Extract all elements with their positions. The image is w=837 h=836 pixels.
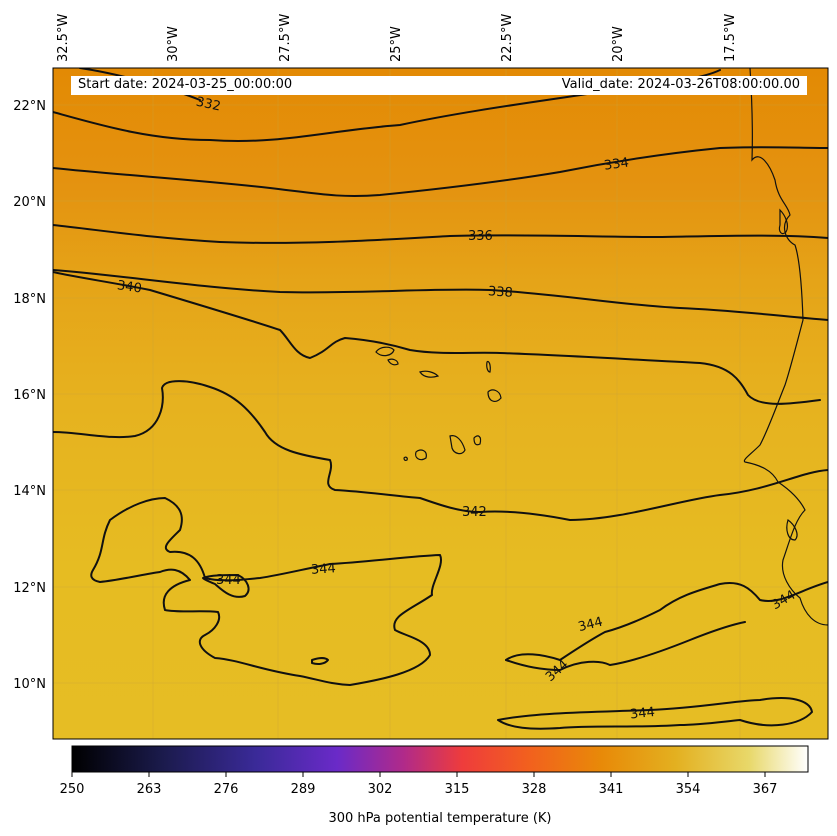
contour-334 xyxy=(53,146,828,197)
cape-verde-islands xyxy=(375,346,502,461)
colorbar-tick-label: 367 xyxy=(753,782,778,797)
lon-tick-label: 20°W xyxy=(611,26,626,62)
lon-tick-label: 25°W xyxy=(389,26,404,62)
contour-344-small xyxy=(311,657,329,665)
contour-label-344-c: 344 xyxy=(577,615,605,636)
contour-label-344-b: 344 xyxy=(311,561,337,578)
valid-date-label: Valid_date: 2024-03-26T08:00:00.00 xyxy=(561,77,800,92)
potential-temperature-field xyxy=(53,68,828,739)
lon-tick-label: 32.5°W xyxy=(56,14,71,62)
date-info-box: Start date: 2024-03-25_00:00:00 Valid_da… xyxy=(71,76,807,95)
coast-bijagos xyxy=(786,519,798,541)
colorbar-tick-label: 354 xyxy=(676,782,701,797)
start-date-label: Start date: 2024-03-25_00:00:00 xyxy=(78,77,293,92)
longitude-ticks: 32.5°W 30°W 27.5°W 25°W 22.5°W 20°W 17.5… xyxy=(56,14,738,62)
colorbar-tick-label: 289 xyxy=(291,782,316,797)
colorbar-tick-label: 302 xyxy=(368,782,393,797)
colorbar-tick-label: 315 xyxy=(445,782,470,797)
contour-336 xyxy=(53,224,828,244)
lon-tick-label: 27.5°W xyxy=(278,14,293,62)
colorbar-tick-label: 276 xyxy=(214,782,239,797)
lon-tick-label: 17.5°W xyxy=(723,14,738,62)
contour-label-344-e: 344 xyxy=(629,705,655,723)
contour-340 xyxy=(53,271,821,405)
colorbar-tick-marks xyxy=(71,772,766,777)
coast-inlet-north xyxy=(778,208,789,235)
lon-tick-label: 30°W xyxy=(166,26,181,62)
contour-344-southmid xyxy=(505,621,746,671)
contour-label-338: 338 xyxy=(487,284,513,301)
colorbar-tick-label: 250 xyxy=(60,782,85,797)
lat-tick-label: 12°N xyxy=(13,581,46,596)
contour-label-342: 342 xyxy=(462,505,487,520)
contour-344-south xyxy=(497,697,813,730)
contour-label-344-a: 344 xyxy=(216,573,241,588)
latitude-ticks: 22°N 20°N 18°N 16°N 14°N 12°N 10°N xyxy=(13,99,46,692)
contour-344-west xyxy=(90,497,443,686)
lat-tick-label: 20°N xyxy=(13,195,46,210)
lat-tick-label: 18°N xyxy=(13,292,46,307)
contour-338 xyxy=(53,269,828,321)
lat-tick-label: 10°N xyxy=(13,677,46,692)
contour-342 xyxy=(53,380,828,521)
colorbar-tick-label: 263 xyxy=(137,782,162,797)
lat-tick-label: 22°N xyxy=(13,99,46,114)
contour-344-east xyxy=(505,581,828,661)
contour-label-340: 340 xyxy=(116,278,143,296)
colorbar-ticks: 250 263 276 289 302 315 328 341 354 367 … xyxy=(60,782,778,826)
colorbar-title: 300 hPa potential temperature (K) xyxy=(328,811,551,826)
contour-label-334: 334 xyxy=(603,155,630,173)
colorbar-tick-label: 341 xyxy=(599,782,624,797)
lat-tick-label: 16°N xyxy=(13,388,46,403)
lat-tick-label: 14°N xyxy=(13,484,46,499)
contour-label-336: 336 xyxy=(468,229,493,244)
colorbar xyxy=(71,745,809,773)
contour-344-blob xyxy=(202,574,250,598)
graticule xyxy=(53,68,828,739)
lon-tick-label: 22.5°W xyxy=(500,14,515,62)
contour-label-332: 332 xyxy=(195,95,222,115)
colorbar-tick-label: 328 xyxy=(522,782,547,797)
map-frame xyxy=(52,67,829,740)
africa-coastline xyxy=(743,68,828,626)
